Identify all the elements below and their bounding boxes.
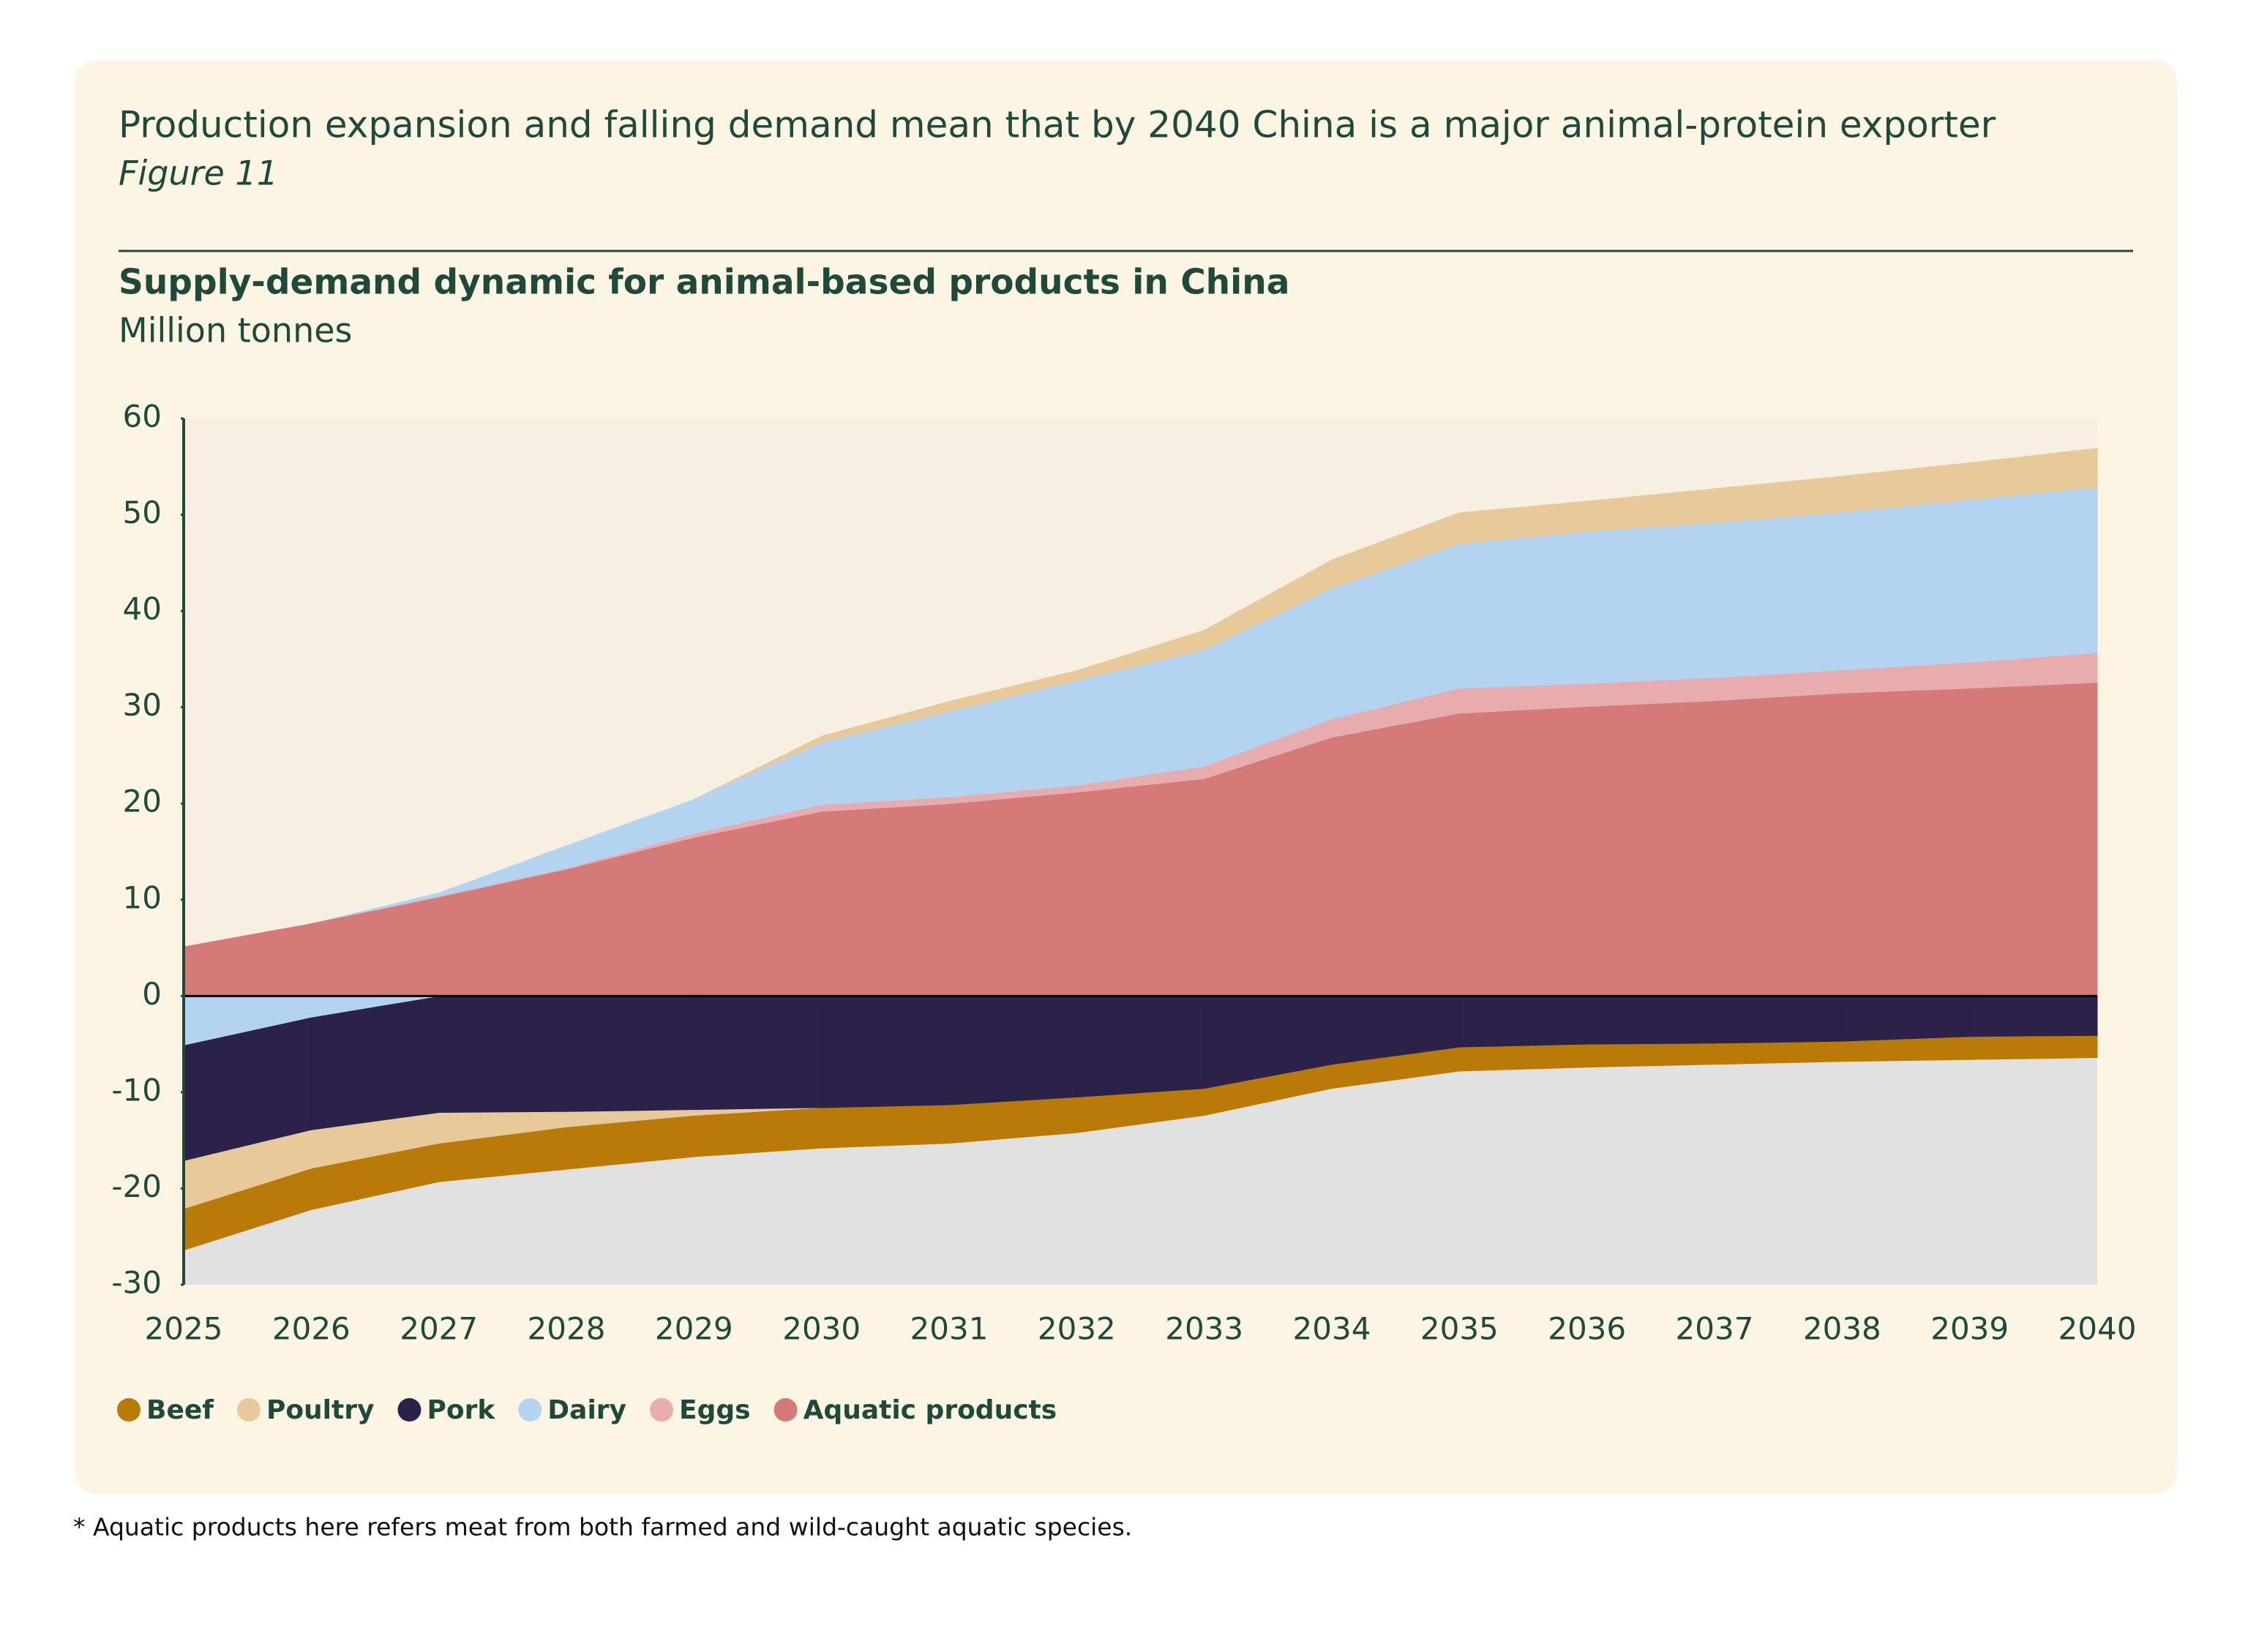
area-segment <box>1714 1040 1843 1065</box>
area-segment <box>821 995 950 1108</box>
x-tick-label: 2033 <box>1165 1311 1243 1347</box>
y-tick-label: -30 <box>111 1265 162 1301</box>
area-segment <box>1458 531 1588 690</box>
area-segment <box>1841 688 1971 996</box>
y-tick-label: 10 <box>123 879 162 915</box>
x-tick-label: 2036 <box>1548 1311 1626 1347</box>
area-segment <box>1204 737 1333 996</box>
area-segment <box>1458 707 1588 996</box>
area-segment <box>1586 995 1715 1045</box>
x-tick-label: 2025 <box>145 1311 223 1347</box>
area-segment <box>693 811 823 996</box>
area-segment <box>1969 995 2098 1037</box>
area-segment <box>1714 693 1843 996</box>
area-segment <box>1331 713 1460 996</box>
area-segment <box>1714 512 1843 679</box>
area-segment <box>948 792 1077 996</box>
x-tick-label: 2026 <box>272 1311 351 1347</box>
legend-swatch <box>236 1398 261 1422</box>
x-tick-label: 2038 <box>1803 1311 1881 1347</box>
y-tick-label: 0 <box>142 976 162 1012</box>
x-tick-label: 2037 <box>1676 1311 1754 1347</box>
area-segment <box>1586 522 1715 685</box>
series-area <box>183 683 2098 996</box>
x-tick-label: 2030 <box>782 1311 861 1347</box>
below-area <box>184 1057 2097 1285</box>
area-segment <box>1076 778 1205 996</box>
y-tick-label: 50 <box>123 495 162 530</box>
area-segment <box>1586 1043 1715 1068</box>
area-segment <box>821 804 950 996</box>
area-segment <box>693 995 823 1111</box>
area-segment <box>948 995 1077 1105</box>
legend-swatch <box>518 1398 542 1422</box>
x-tick-label: 2029 <box>655 1311 733 1347</box>
legend-label: Pork <box>427 1395 495 1425</box>
legend-label: Aquatic products <box>803 1395 1057 1425</box>
footnote: * Aquatic products here refers meat from… <box>73 1513 1132 1542</box>
x-tick-label: 2032 <box>1038 1311 1116 1347</box>
area-segment <box>693 1107 823 1157</box>
y-tick-label: 40 <box>123 591 162 627</box>
series-area <box>183 487 2098 1046</box>
legend-swatch <box>117 1398 140 1422</box>
area-segment <box>1969 1035 2098 1060</box>
legend: Beef Poultry Pork Dairy Eggs Aquatic products <box>117 1395 1057 1425</box>
series-area <box>183 448 2098 1209</box>
chart-subtitle: Million tonnes <box>119 311 352 350</box>
x-tick-label: 2031 <box>910 1311 989 1347</box>
legend-label: Poultry <box>266 1395 375 1425</box>
area-segment <box>566 995 694 1112</box>
x-tick-label: 2035 <box>1420 1311 1499 1347</box>
y-tick-label: -10 <box>111 1072 162 1108</box>
series-area <box>183 1035 2098 1251</box>
page-title: Production expansion and falling demand … <box>119 104 1996 146</box>
legend-label: Eggs <box>679 1395 751 1425</box>
area-segment <box>1841 500 1971 672</box>
area-segment <box>821 1104 950 1149</box>
legend-label: Dairy <box>547 1395 626 1425</box>
legend-label: Beef <box>146 1395 214 1425</box>
legend-swatch <box>397 1398 422 1422</box>
area-segment <box>1458 1043 1588 1072</box>
area-segment <box>438 995 567 1114</box>
x-tick-label: 2034 <box>1293 1311 1371 1347</box>
x-tick-label: 2039 <box>1930 1311 2009 1347</box>
y-tick-label: 30 <box>123 687 162 723</box>
y-tick-label: 20 <box>123 784 162 819</box>
legend-swatch <box>650 1398 674 1422</box>
area-segment <box>1076 995 1205 1098</box>
x-tick-label: 2040 <box>2058 1311 2137 1347</box>
legend-swatch <box>773 1398 798 1422</box>
area-segment <box>1969 683 2098 996</box>
area-segment <box>1969 487 2098 664</box>
area-segment <box>1841 995 1971 1042</box>
chart-title: Supply-demand dynamic for animal-based p… <box>119 263 1289 303</box>
x-tick-label: 2028 <box>528 1311 606 1347</box>
area-segment <box>1586 701 1715 996</box>
y-tick-label: 60 <box>123 399 162 435</box>
area-segment <box>1714 995 1843 1044</box>
area-segment <box>1458 995 1588 1048</box>
area-segment <box>310 995 440 1130</box>
y-tick-label: -20 <box>111 1168 162 1204</box>
figure-label: Figure 11 <box>119 154 278 193</box>
series-area <box>183 995 2098 1161</box>
x-tick-label: 2027 <box>400 1311 478 1347</box>
